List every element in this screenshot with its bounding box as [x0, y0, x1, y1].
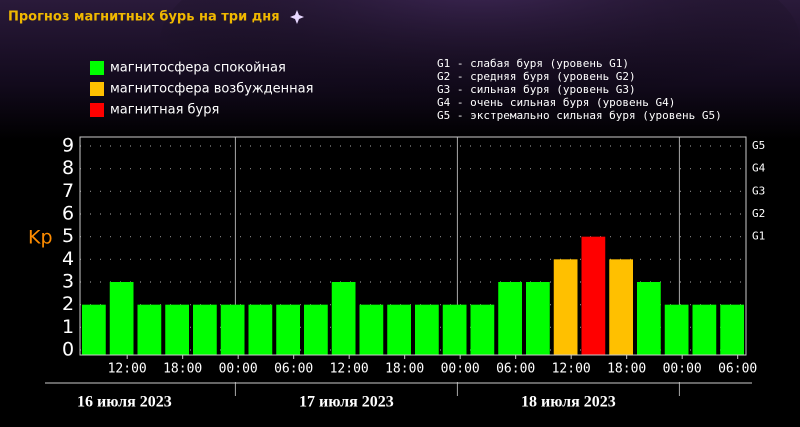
bar — [553, 259, 578, 355]
day-label: 16 июля 2023 — [77, 394, 172, 411]
legend-swatch — [90, 103, 104, 117]
x-tick-label: 00:00 — [441, 362, 480, 377]
x-tick-label: 12:00 — [108, 362, 147, 377]
y2-tick-label: G4 — [752, 162, 766, 175]
bar — [692, 304, 717, 355]
y-tick-label: 3 — [62, 271, 74, 293]
bar — [193, 304, 217, 355]
y-axis-label: Kp — [28, 227, 53, 249]
day-label: 17 июля 2023 — [299, 394, 394, 411]
legend-swatch — [90, 82, 104, 96]
bar — [526, 282, 550, 355]
storm-scale-text: G4 - очень сильная буря (уровень G4) — [437, 96, 675, 109]
y-tick-label: 2 — [62, 293, 74, 315]
bar — [664, 304, 689, 355]
bar — [276, 304, 300, 355]
storm-scale-text: G3 - сильная буря (уровень G3) — [437, 83, 636, 96]
storm-scale-text: G1 - слабая буря (уровень G1) — [437, 57, 629, 70]
legend-label: магнитная буря — [110, 103, 219, 118]
chart-title: Прогноз магнитных бурь на три дня — [8, 10, 280, 25]
bar — [498, 282, 522, 355]
x-tick-label: 18:00 — [163, 362, 202, 377]
bar — [82, 304, 106, 355]
bar — [137, 304, 162, 355]
y-tick-label: 0 — [62, 339, 74, 361]
y2-tick-label: G3 — [752, 184, 765, 197]
day-label: 18 июля 2023 — [521, 394, 616, 411]
x-tick-label: 06:00 — [718, 362, 757, 377]
bar — [331, 282, 356, 355]
bar — [609, 259, 633, 355]
x-tick-label: 00:00 — [663, 362, 702, 377]
x-tick-label: 00:00 — [219, 362, 258, 377]
legend-label: магнитосфера спокойная — [110, 61, 286, 76]
bar — [720, 304, 744, 355]
nebula — [160, 0, 800, 150]
y2-tick-label: G5 — [752, 139, 765, 152]
storm-scale-text: G5 - экстремально сильная буря (уровень … — [437, 109, 722, 122]
y-tick-label: 6 — [62, 203, 74, 225]
legend-swatch — [90, 61, 104, 75]
bar — [581, 236, 606, 355]
y-tick-label: 9 — [62, 135, 74, 157]
storm-scale-text: G2 - средняя буря (уровень G2) — [437, 70, 636, 83]
bar — [637, 282, 661, 355]
y2-tick-label: G1 — [752, 230, 765, 243]
x-tick-label: 12:00 — [330, 362, 369, 377]
y-tick-label: 5 — [62, 225, 74, 247]
bar — [442, 304, 467, 355]
legend-label: магнитосфера возбужденная — [110, 82, 313, 97]
x-tick-label: 12:00 — [552, 362, 591, 377]
bar — [304, 304, 328, 355]
bar — [248, 304, 273, 355]
y-tick-label: 7 — [62, 180, 74, 202]
bar — [415, 304, 439, 355]
y-tick-label: 8 — [62, 157, 74, 179]
bar — [387, 304, 411, 355]
x-tick-label: 18:00 — [607, 362, 646, 377]
bar — [470, 304, 495, 355]
bar — [109, 282, 134, 355]
x-tick-label: 18:00 — [385, 362, 424, 377]
y-tick-label: 1 — [62, 316, 74, 338]
bar — [220, 304, 245, 355]
bar — [165, 304, 189, 355]
star — [290, 10, 304, 24]
y2-tick-label: G2 — [752, 207, 765, 220]
x-tick-label: 06:00 — [274, 362, 313, 377]
x-tick-label: 06:00 — [496, 362, 535, 377]
plot-frame — [79, 136, 747, 356]
bar — [359, 304, 384, 355]
y-tick-label: 4 — [62, 248, 74, 270]
